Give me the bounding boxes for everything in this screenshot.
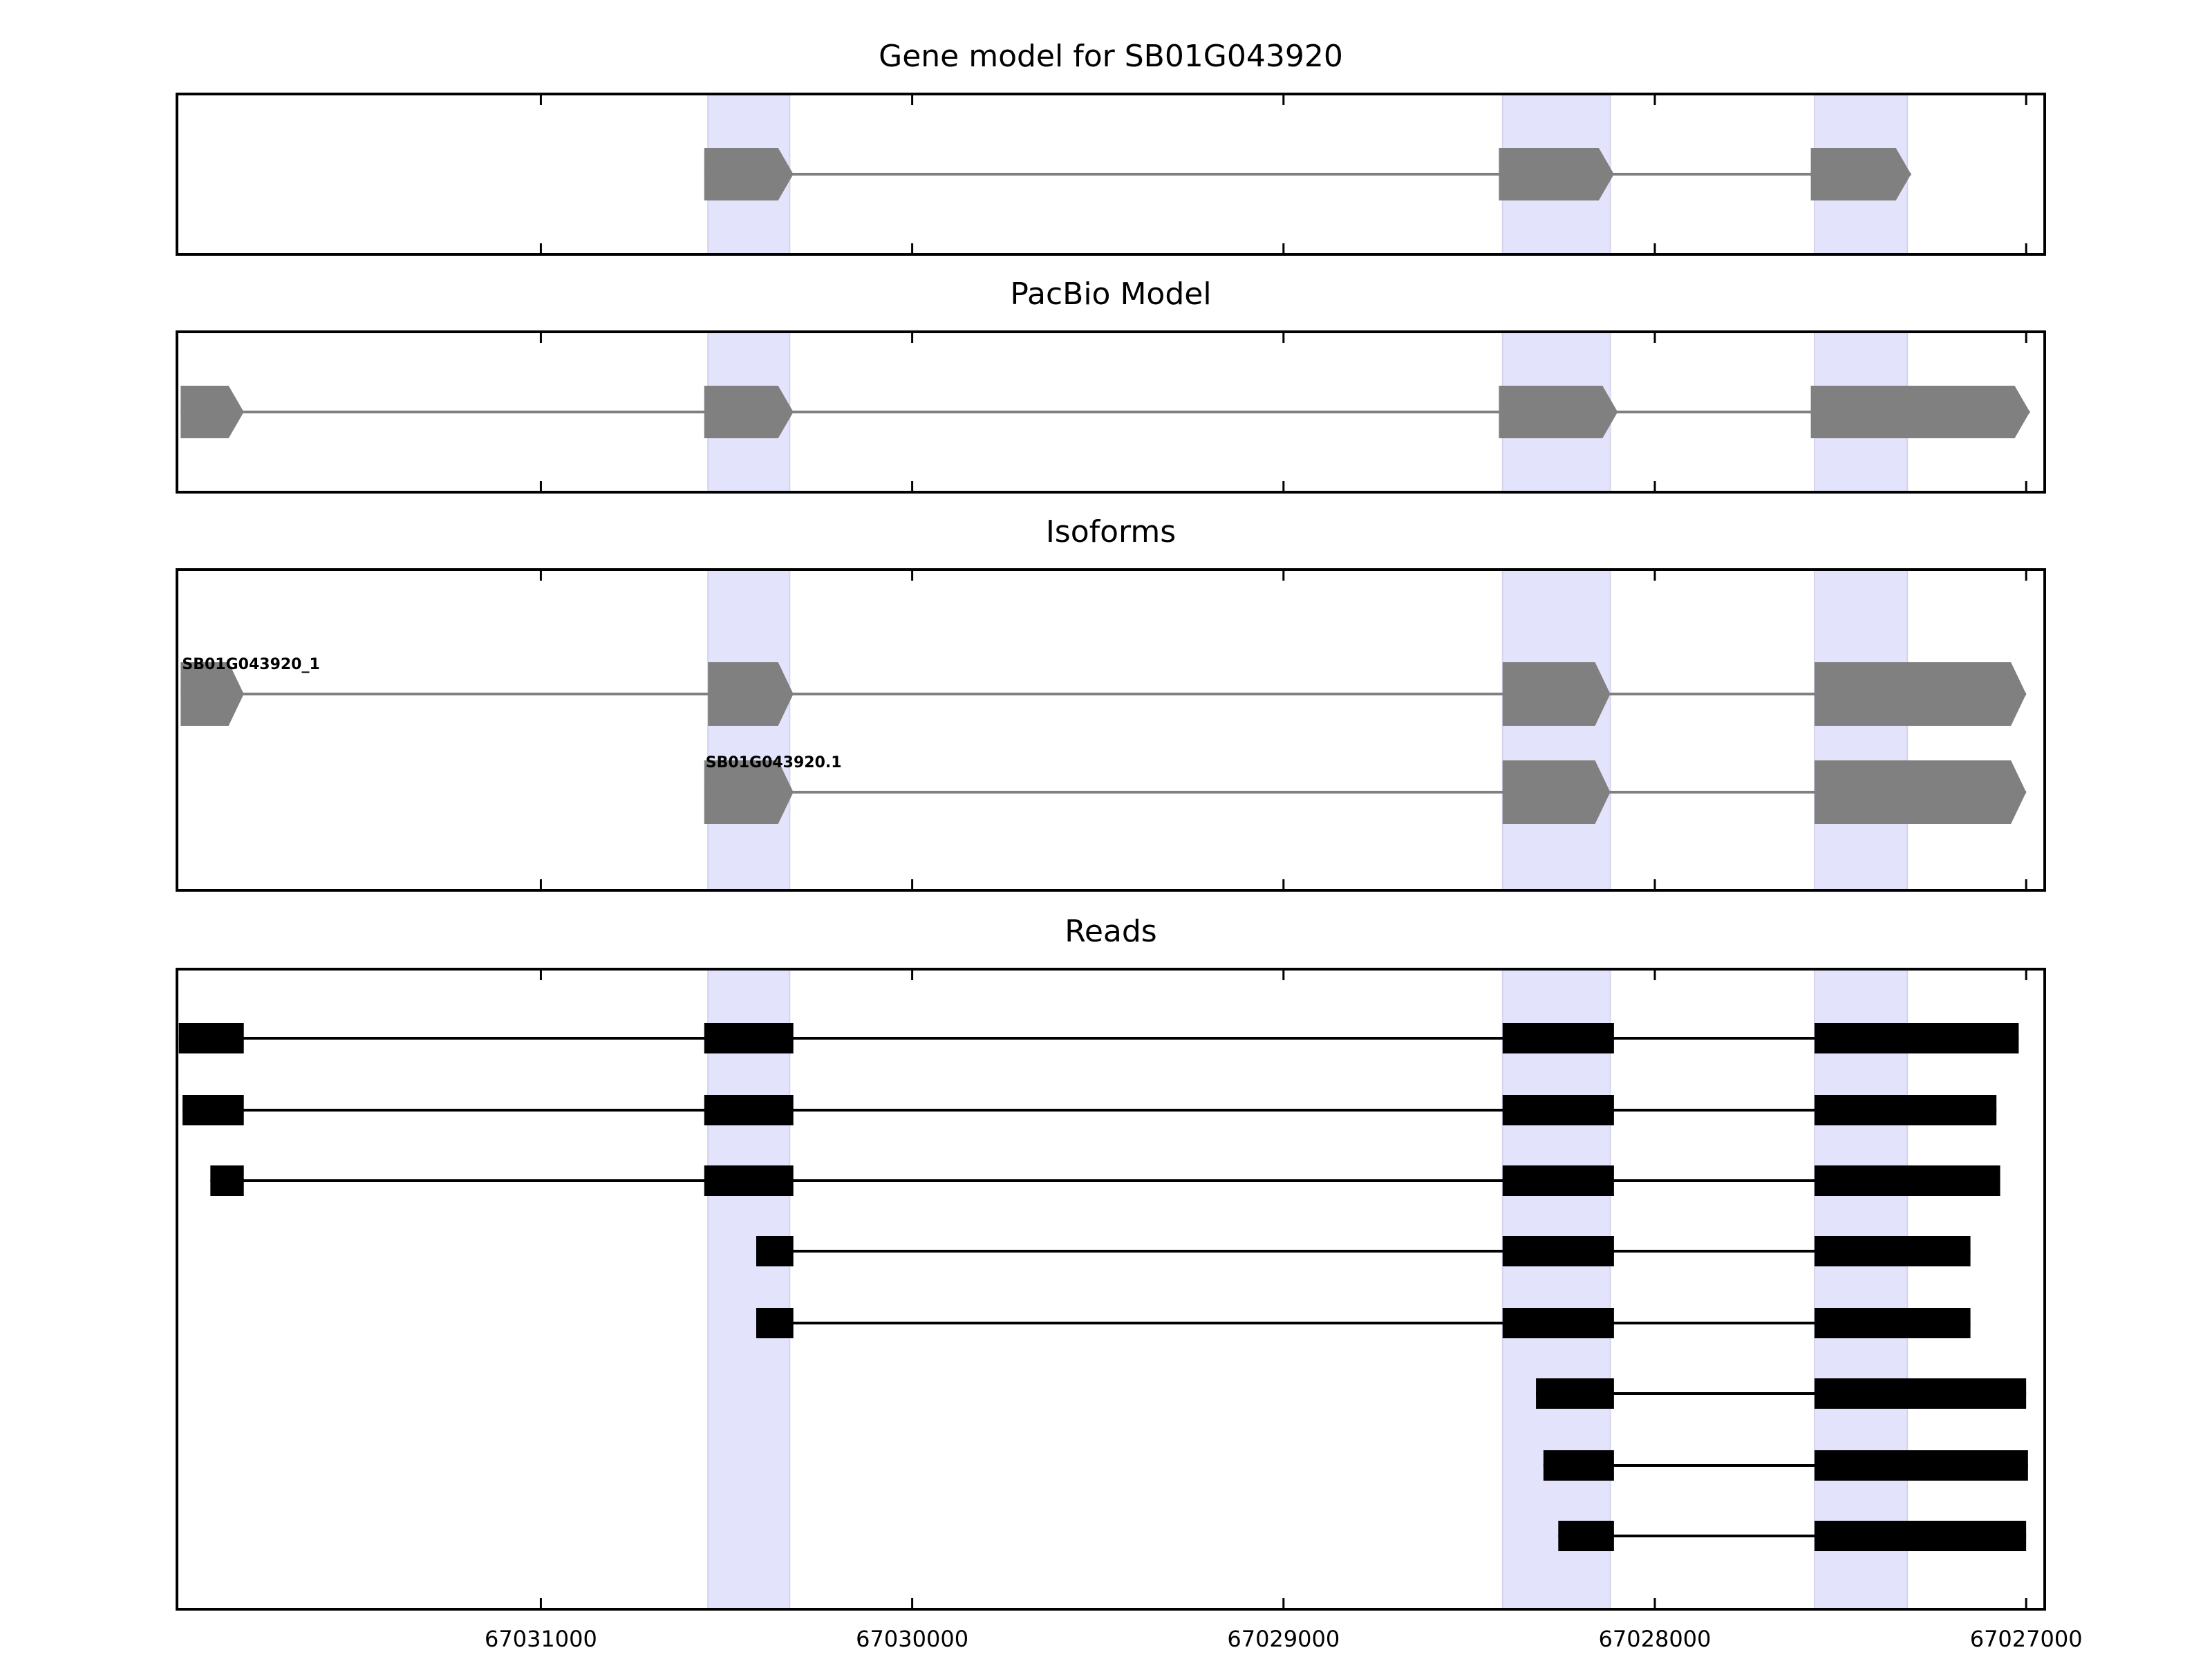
exon-arrow <box>704 386 794 438</box>
panel-4: Reads <box>176 914 2046 1611</box>
panel-title: PacBio Model <box>1010 276 1211 312</box>
exon-block <box>756 1236 794 1266</box>
read-track <box>1536 1378 2027 1409</box>
x-tick-label: 67030000 <box>856 1626 968 1652</box>
model-track: SB01G043920_1 <box>180 656 2027 726</box>
panel-2: PacBio Model <box>176 276 2046 494</box>
exon-block <box>210 1165 244 1196</box>
read-track <box>210 1165 2000 1196</box>
exon-arrow <box>1810 148 1911 200</box>
exon-arrow <box>708 662 794 726</box>
read-track <box>182 1095 1997 1125</box>
exon-block <box>1814 1450 2028 1481</box>
panels-layer: Gene model for SB01G043920 PacBio Model Is… <box>176 39 2046 1611</box>
panel-1: Gene model for SB01G043920 <box>176 39 2046 256</box>
exon-block <box>1814 1378 2027 1409</box>
exon-block <box>178 1023 244 1053</box>
read-track <box>1558 1521 2027 1551</box>
highlight-band-3 <box>1813 569 1909 891</box>
exon-arrow <box>704 148 794 200</box>
model-track: SB01G043920.1 <box>704 754 2027 824</box>
read-track <box>1543 1450 2028 1481</box>
exon-arrow <box>180 662 244 726</box>
panel-title: Isoforms <box>1046 514 1176 550</box>
exon-block <box>1814 1308 1971 1338</box>
exon-arrow <box>1502 662 1611 726</box>
exon-arrow <box>1814 760 2027 824</box>
exon-block <box>1502 1023 1614 1053</box>
exon-block <box>1814 1095 1997 1125</box>
model-track <box>704 148 1911 200</box>
exon-block <box>704 1165 794 1196</box>
x-tick-label: 67031000 <box>485 1626 597 1652</box>
exon-arrow <box>1810 386 2030 438</box>
panel-frame <box>176 330 2046 494</box>
exon-block <box>1536 1378 1614 1409</box>
exon-block <box>1814 1236 1971 1266</box>
highlight-band-1 <box>707 968 791 1610</box>
highlight-band-1 <box>707 569 791 891</box>
exon-block <box>1502 1236 1614 1266</box>
panel-frame <box>176 568 2046 892</box>
exon-block <box>182 1095 244 1125</box>
panel-title: Reads <box>1065 914 1156 949</box>
exon-block <box>1814 1165 2000 1196</box>
panel-title: Gene model for SB01G043920 <box>879 39 1343 74</box>
highlight-band-2 <box>1501 569 1611 891</box>
panel-3: Isoforms SB01G043920_1 SB01G043920.1 <box>176 514 2046 892</box>
exon-block <box>756 1308 794 1338</box>
exon-block <box>1502 1308 1614 1338</box>
exon-arrow <box>1502 760 1611 824</box>
exon-block <box>1502 1095 1614 1125</box>
exon-block <box>1543 1450 1614 1481</box>
x-tick-label: 67027000 <box>1970 1626 2083 1652</box>
exon-block <box>704 1095 794 1125</box>
panel-frame <box>176 968 2046 1611</box>
exon-block <box>1558 1521 1614 1551</box>
model-track <box>180 386 2030 438</box>
isoform-label: SB01G043920_1 <box>182 656 319 673</box>
exon-arrow <box>1814 662 2027 726</box>
read-track <box>756 1308 1971 1338</box>
highlight-band-3 <box>1813 968 1909 1610</box>
exon-arrow <box>1499 386 1618 438</box>
x-axis: 67031000 67030000 67029000 67028000 67027000 <box>485 1626 2083 1652</box>
exon-arrow <box>1499 148 1614 200</box>
exon-block <box>1502 1165 1614 1196</box>
read-track <box>756 1236 1971 1266</box>
x-tick-label: 67028000 <box>1599 1626 1712 1652</box>
isoform-label: SB01G043920.1 <box>706 754 842 771</box>
exon-block <box>1814 1521 2027 1551</box>
exon-block <box>1814 1023 2019 1053</box>
exon-block <box>704 1023 794 1053</box>
x-tick-label: 67029000 <box>1227 1626 1340 1652</box>
exon-arrow <box>180 386 244 438</box>
highlight-band-2 <box>1501 968 1611 1610</box>
panel-frame <box>176 93 2046 256</box>
exon-arrow <box>704 760 794 824</box>
read-track <box>178 1023 2019 1053</box>
